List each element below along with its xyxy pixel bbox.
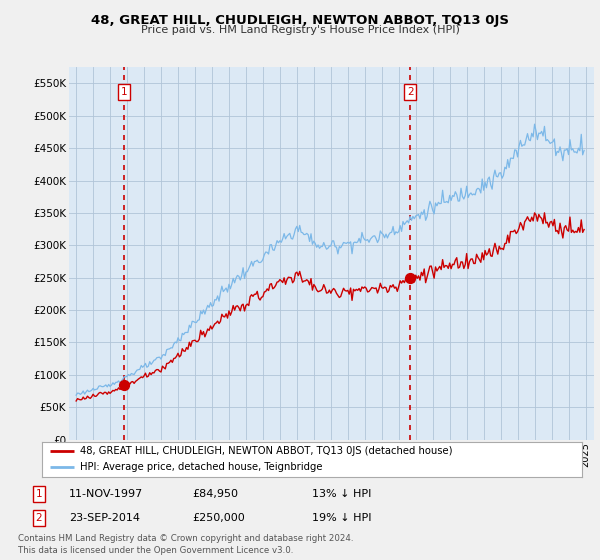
Text: 11-NOV-1997: 11-NOV-1997 (69, 489, 143, 499)
Point (119, 380, 129, 389)
Text: £84,950: £84,950 (192, 489, 238, 499)
Text: 23-SEP-2014: 23-SEP-2014 (69, 513, 140, 523)
Text: 13% ↓ HPI: 13% ↓ HPI (312, 489, 371, 499)
Text: Contains HM Land Registry data © Crown copyright and database right 2024.
This d: Contains HM Land Registry data © Crown c… (18, 534, 353, 555)
Text: 19% ↓ HPI: 19% ↓ HPI (312, 513, 371, 523)
Text: 2: 2 (407, 87, 413, 97)
Text: 1: 1 (35, 489, 43, 499)
Text: 48, GREAT HILL, CHUDLEIGH, NEWTON ABBOT, TQ13 0JS (detached house): 48, GREAT HILL, CHUDLEIGH, NEWTON ABBOT,… (80, 446, 452, 456)
Point (405, 273, 415, 282)
Text: £250,000: £250,000 (192, 513, 245, 523)
Text: Price paid vs. HM Land Registry's House Price Index (HPI): Price paid vs. HM Land Registry's House … (140, 25, 460, 35)
Text: 2: 2 (35, 513, 43, 523)
Text: HPI: Average price, detached house, Teignbridge: HPI: Average price, detached house, Teig… (80, 463, 322, 473)
Text: 48, GREAT HILL, CHUDLEIGH, NEWTON ABBOT, TQ13 0JS: 48, GREAT HILL, CHUDLEIGH, NEWTON ABBOT,… (91, 14, 509, 27)
Text: 1: 1 (121, 87, 128, 97)
